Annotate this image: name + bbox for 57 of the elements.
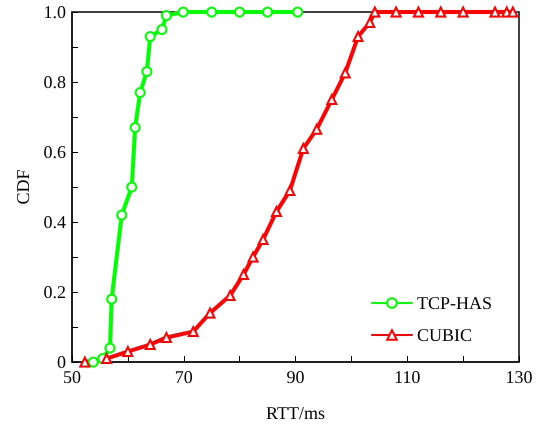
point bbox=[160, 10, 172, 21]
y-tick-label: 0 bbox=[57, 352, 66, 372]
point bbox=[271, 206, 282, 217]
point bbox=[369, 6, 380, 18]
point bbox=[262, 6, 274, 18]
y-tick-label: 0.8 bbox=[44, 72, 66, 92]
x-tick-label: 110 bbox=[394, 367, 420, 387]
point bbox=[340, 67, 351, 78]
point bbox=[258, 234, 269, 245]
point bbox=[104, 342, 116, 354]
point bbox=[435, 6, 446, 18]
point bbox=[352, 31, 364, 42]
point bbox=[134, 87, 146, 98]
point bbox=[234, 6, 246, 18]
point bbox=[144, 31, 156, 42]
y-tick-label: 0.2 bbox=[44, 282, 66, 302]
point bbox=[188, 326, 199, 338]
point bbox=[298, 143, 309, 154]
point bbox=[390, 6, 402, 18]
point bbox=[458, 6, 469, 18]
legend-label: TCP-HAS bbox=[416, 293, 492, 313]
y-tick-label: 1.0 bbox=[44, 2, 66, 22]
point bbox=[206, 6, 218, 18]
point bbox=[156, 24, 168, 35]
point bbox=[141, 66, 152, 77]
legend-label: CUBIC bbox=[416, 325, 472, 345]
point bbox=[130, 122, 141, 133]
point bbox=[106, 294, 118, 304]
point bbox=[126, 182, 138, 192]
point bbox=[489, 6, 500, 18]
point bbox=[88, 356, 99, 368]
x-tick-label: 70 bbox=[174, 367, 193, 387]
point bbox=[311, 124, 322, 135]
x-tick-label: 50 bbox=[63, 367, 81, 387]
point bbox=[412, 6, 424, 18]
point bbox=[224, 290, 236, 301]
point bbox=[122, 346, 134, 357]
point bbox=[326, 94, 338, 105]
point bbox=[178, 6, 189, 18]
point bbox=[116, 210, 128, 220]
y-axis-title: CDF bbox=[13, 169, 33, 205]
y-tick-label: 0.4 bbox=[44, 212, 66, 232]
point bbox=[204, 308, 216, 318]
point bbox=[238, 269, 250, 280]
point bbox=[79, 356, 90, 368]
y-tick-label: 0.6 bbox=[44, 142, 66, 162]
x-tick-label: 90 bbox=[286, 367, 304, 387]
point bbox=[248, 252, 259, 262]
point bbox=[364, 17, 376, 28]
x-tick-label: 130 bbox=[506, 367, 532, 387]
point bbox=[507, 6, 518, 18]
x-axis-title: RTT/ms bbox=[266, 403, 325, 423]
point bbox=[160, 332, 172, 343]
point bbox=[144, 339, 156, 350]
point bbox=[284, 185, 296, 196]
point bbox=[101, 353, 112, 364]
point bbox=[292, 6, 304, 18]
